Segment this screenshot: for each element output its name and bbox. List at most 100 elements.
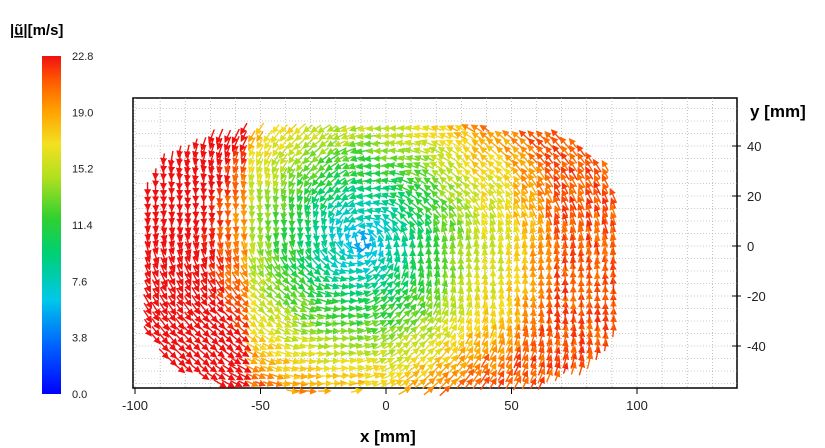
velocity-vector — [253, 310, 268, 322]
velocity-vector — [317, 327, 333, 335]
velocity-vector — [158, 316, 170, 332]
velocity-vector — [206, 341, 218, 351]
velocity-vector — [341, 334, 357, 342]
velocity-vector — [278, 380, 291, 387]
velocity-vector — [342, 260, 356, 268]
velocity-vector — [302, 320, 316, 328]
velocity-vector — [278, 144, 290, 159]
velocity-vector — [230, 310, 242, 322]
velocity-vector — [199, 364, 210, 373]
velocity-vector — [308, 313, 325, 320]
velocity-vector — [192, 138, 200, 150]
velocity-vector — [198, 372, 210, 381]
velocity-vector — [351, 267, 364, 275]
velocity-vector — [293, 304, 308, 313]
velocity-vector — [238, 295, 250, 308]
velocity-vector — [280, 265, 289, 277]
velocity-vector — [239, 327, 250, 336]
velocity-vector — [159, 310, 169, 323]
velocity-vector — [310, 124, 322, 133]
y-tick-label: -40 — [747, 339, 766, 354]
velocity-vector — [286, 335, 299, 342]
velocity-vector — [198, 310, 210, 323]
velocity-vector — [301, 297, 316, 305]
velocity-vector — [206, 356, 218, 366]
velocity-vector — [341, 379, 357, 387]
velocity-vector — [239, 271, 249, 287]
velocity-vector — [255, 327, 266, 335]
velocity-vector — [332, 372, 350, 380]
velocity-vector — [285, 357, 301, 365]
velocity-vector — [342, 327, 356, 335]
plot-area: -100 -50 0 50 100 40 20 0 -20 -40 — [122, 97, 766, 413]
velocity-vector — [350, 282, 364, 290]
velocity-vector — [238, 380, 251, 387]
velocity-vector — [276, 350, 293, 358]
velocity-vector — [302, 281, 315, 291]
velocity-vector — [215, 349, 225, 358]
velocity-vector — [341, 304, 357, 312]
velocity-vector — [277, 319, 292, 328]
velocity-vector — [230, 380, 243, 387]
velocity-vector — [342, 312, 356, 320]
velocity-vector — [190, 364, 202, 373]
velocity-vector — [325, 282, 340, 290]
velocity-vector — [292, 319, 309, 328]
velocity-vector — [277, 335, 292, 343]
velocity-vector — [183, 341, 193, 352]
velocity-vector — [237, 341, 252, 352]
velocity-vector — [308, 342, 326, 350]
velocity-vector — [316, 298, 334, 306]
velocity-vector — [214, 333, 226, 344]
velocity-vector — [270, 365, 283, 372]
velocity-vector — [221, 348, 235, 359]
velocity-vector — [239, 311, 250, 322]
velocity-vector — [221, 379, 236, 388]
velocity-vector — [300, 380, 317, 388]
velocity-vector — [190, 309, 202, 324]
velocity-vector — [287, 289, 298, 298]
velocity-vector — [260, 357, 277, 366]
velocity-vector — [175, 326, 184, 336]
velocity-vector — [224, 129, 232, 144]
velocity-vector — [350, 319, 364, 327]
velocity-vector — [239, 303, 250, 314]
velocity-vector — [350, 387, 364, 395]
velocity-vector — [191, 294, 201, 308]
velocity-vector — [333, 259, 348, 268]
velocity-vector — [190, 356, 202, 366]
velocity-vector — [199, 341, 209, 351]
velocity-vector — [207, 349, 218, 358]
velocity-vector — [173, 347, 187, 360]
velocity-vector — [333, 364, 349, 372]
velocity-vector — [301, 357, 316, 365]
velocity-vector — [246, 311, 258, 321]
colorbar-tick-label: 22.8 — [72, 51, 93, 63]
x-axis-label: x [mm] — [360, 427, 416, 446]
velocity-vector — [300, 328, 317, 335]
velocity-vector — [214, 364, 226, 373]
colorbar-tick-label: 7.6 — [72, 276, 87, 288]
velocity-vector — [215, 128, 224, 145]
velocity-vector — [206, 309, 218, 323]
colorbar-title-bars: | — [10, 22, 14, 39]
y-tick-label: -20 — [747, 289, 766, 304]
velocity-vector — [230, 303, 242, 315]
velocity-vector — [246, 372, 259, 380]
velocity-vector — [246, 357, 258, 365]
velocity-vector — [294, 289, 307, 298]
velocity-vector — [325, 305, 341, 313]
velocity-vector — [223, 334, 234, 343]
velocity-vector — [284, 373, 301, 380]
velocity-vector — [309, 281, 324, 291]
velocity-vector — [285, 311, 300, 321]
velocity-vector — [325, 266, 341, 276]
velocity-vector — [332, 282, 350, 290]
colorbar-ticks: 22.8 19.0 15.2 11.4 7.6 3.8 0.0 — [72, 51, 93, 401]
velocity-vector — [254, 365, 267, 372]
velocity-vector — [327, 297, 339, 305]
velocity-vector — [340, 372, 358, 380]
colorbar-gradient — [42, 56, 61, 394]
velocity-vector — [245, 349, 260, 358]
velocity-vector — [262, 303, 275, 314]
